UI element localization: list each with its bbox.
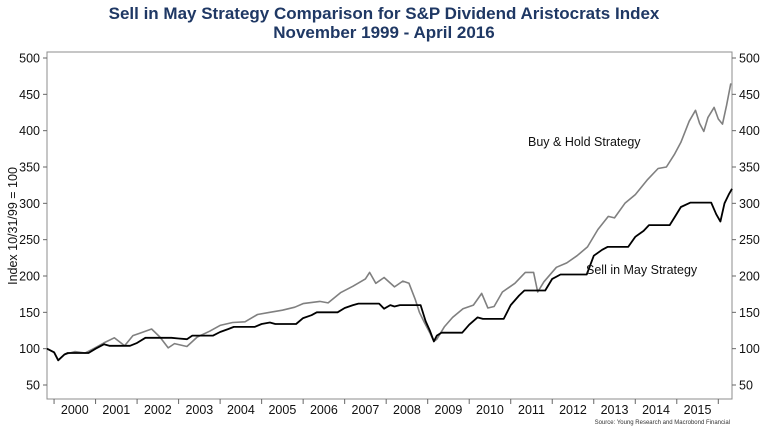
y-tick-right-label: 150	[739, 306, 760, 320]
x-tick-label: 2008	[393, 403, 421, 417]
y-tick-left-label: 350	[19, 161, 40, 175]
source-note: Source: Young Research and Macrobond Fin…	[595, 420, 730, 426]
y-tick-right-label: 250	[739, 233, 760, 247]
y-axis-right: 50 100 150 200 250 300 350 400 450 500	[732, 52, 760, 393]
x-tick-label: 2010	[476, 403, 504, 417]
y-tick-right-label: 200	[739, 270, 760, 284]
series-line-buy-hold	[46, 83, 732, 362]
x-tick-label: 2004	[227, 403, 255, 417]
y-axis-label: Index 10/31/99 = 100	[6, 167, 20, 285]
x-axis: 2000 2001 2002 2003 2004 2005 2006 2007 2008 2009…	[53, 399, 719, 417]
y-tick-left-label: 50	[26, 379, 40, 393]
series-lines	[46, 83, 733, 362]
y-tick-left-label: 450	[19, 88, 40, 102]
y-tick-right-label: 300	[739, 197, 760, 211]
x-tick-label: 2000	[61, 403, 89, 417]
x-tick-label: 2012	[559, 403, 587, 417]
x-tick-label: 2011	[518, 403, 545, 417]
y-tick-right-label: 450	[739, 88, 760, 102]
plot-area	[46, 51, 733, 400]
x-tick-label: 2014	[642, 403, 670, 417]
y-tick-left-label: 200	[19, 270, 40, 284]
x-tick-label: 2006	[310, 403, 338, 417]
x-tick-label: 2015	[684, 403, 712, 417]
y-tick-right-label: 50	[739, 379, 753, 393]
y-tick-left-label: 300	[19, 197, 40, 211]
y-tick-right-label: 100	[739, 342, 760, 356]
annotation-sell-in-may: Sell in May Strategy	[586, 263, 698, 277]
y-tick-left-label: 500	[19, 52, 40, 66]
x-tick-label: 2005	[268, 403, 296, 417]
y-tick-left-label: 150	[19, 306, 40, 320]
x-tick-label: 2007	[352, 403, 380, 417]
x-tick-label: 2013	[601, 403, 629, 417]
x-tick-label: 2003	[185, 403, 213, 417]
x-tick-label: 2009	[435, 403, 463, 417]
y-axis-left: 50 100 150 200 250 300 350 400 450 500	[19, 52, 47, 393]
chart-subtitle: November 1999 - April 2016	[273, 23, 495, 42]
y-tick-right-label: 350	[739, 161, 760, 175]
y-tick-left-label: 250	[19, 233, 40, 247]
chart-title: Sell in May Strategy Comparison for S&P …	[108, 4, 660, 23]
x-tick-label: 2002	[144, 403, 172, 417]
x-tick-label: 2001	[102, 403, 130, 417]
y-tick-left-label: 400	[19, 124, 40, 138]
annotation-buy-hold: Buy & Hold Strategy	[528, 135, 641, 149]
y-tick-right-label: 400	[739, 124, 760, 138]
y-tick-right-label: 500	[739, 52, 760, 66]
series-line-sell-in-may	[46, 188, 733, 362]
y-tick-left-label: 100	[19, 342, 40, 356]
